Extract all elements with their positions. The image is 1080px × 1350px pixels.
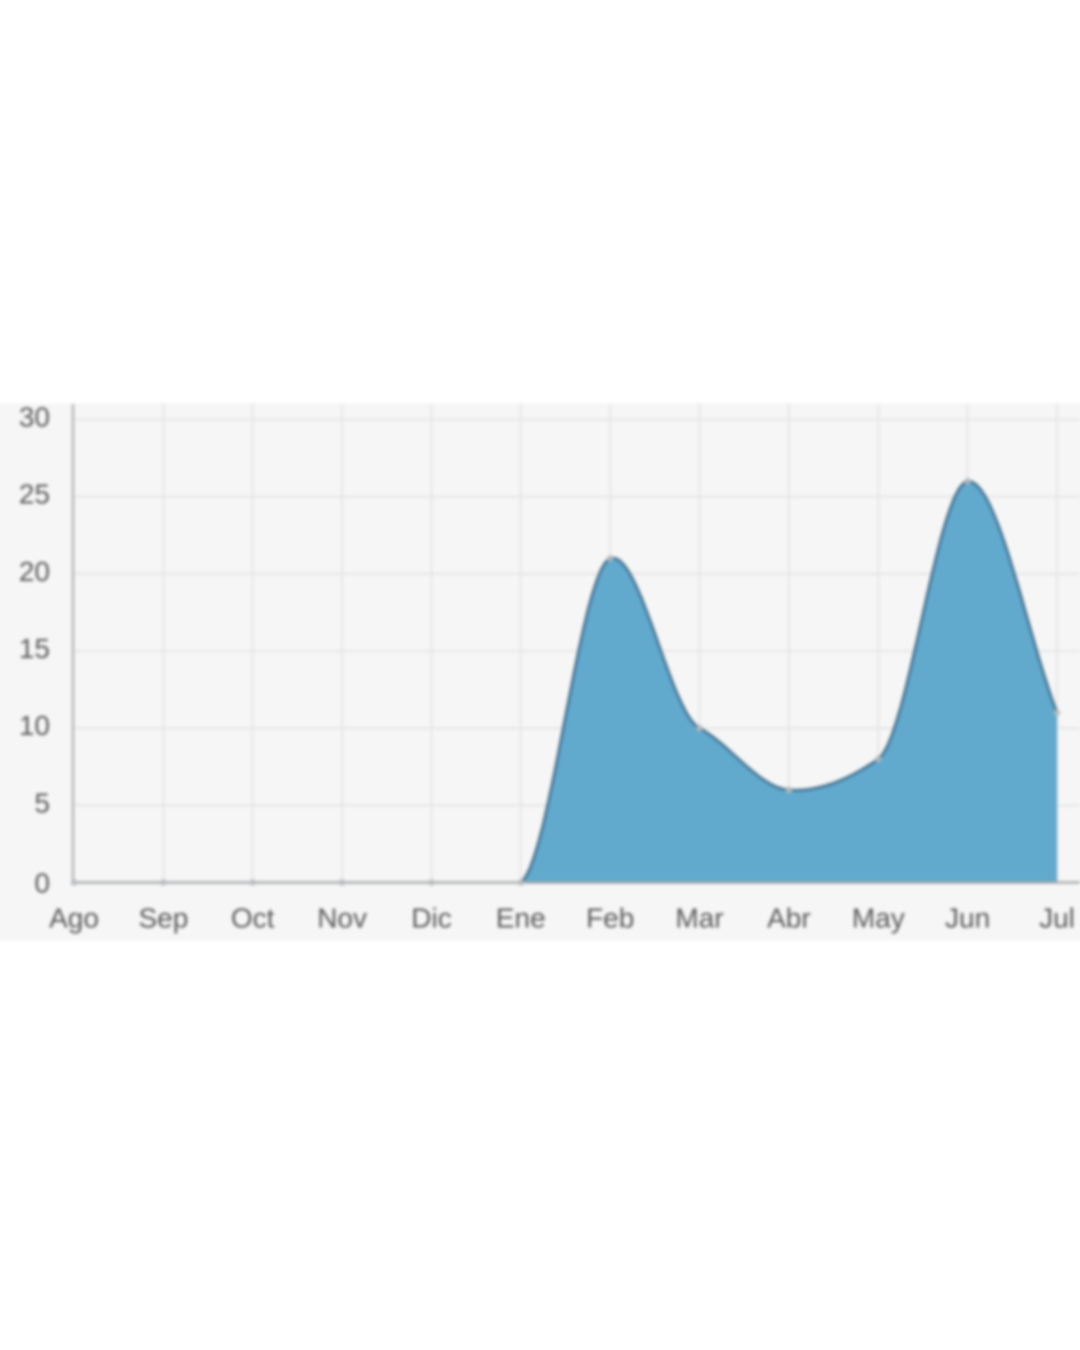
svg-text:Jul: Jul bbox=[1039, 903, 1075, 934]
svg-text:20: 20 bbox=[19, 556, 50, 587]
svg-text:Dic: Dic bbox=[411, 903, 451, 934]
svg-text:5: 5 bbox=[34, 787, 50, 818]
svg-text:Feb: Feb bbox=[586, 903, 634, 934]
svg-text:Abr: Abr bbox=[767, 903, 811, 934]
svg-text:15: 15 bbox=[19, 633, 50, 664]
svg-text:10: 10 bbox=[19, 710, 50, 741]
svg-text:Ene: Ene bbox=[496, 903, 546, 934]
svg-text:May: May bbox=[852, 903, 905, 934]
svg-text:0: 0 bbox=[34, 868, 50, 899]
svg-text:Mar: Mar bbox=[675, 903, 723, 934]
svg-text:30: 30 bbox=[19, 403, 50, 433]
svg-text:Ago: Ago bbox=[49, 903, 99, 934]
svg-text:25: 25 bbox=[19, 479, 50, 510]
svg-text:Sep: Sep bbox=[138, 903, 188, 934]
svg-text:Oct: Oct bbox=[231, 903, 275, 934]
svg-text:Jun: Jun bbox=[945, 903, 990, 934]
svg-text:Nov: Nov bbox=[317, 903, 367, 934]
